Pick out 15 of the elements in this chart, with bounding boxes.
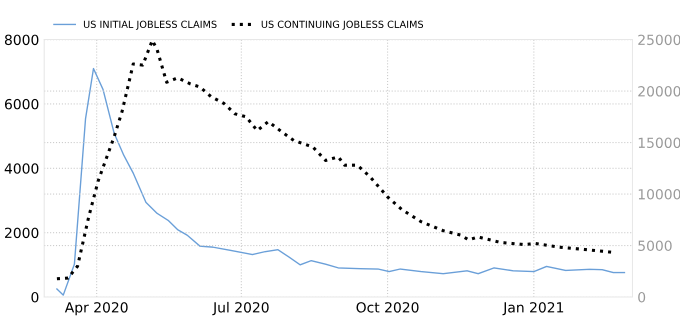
x-tick-label: Jan 2021 xyxy=(502,302,564,316)
y2-tick-label: 5000 xyxy=(638,240,672,251)
line-series xyxy=(56,68,626,296)
legend-label: US INITIAL JOBLESS CLAIMS xyxy=(84,20,217,30)
y-tick-label: 8000 xyxy=(4,34,38,46)
y-tick-label: 2000 xyxy=(5,228,38,238)
legend-label: US CONTINUING JOBLESS CLAIMS xyxy=(262,20,424,30)
y2-tick-label: 0 xyxy=(638,292,646,302)
y-tick-label: 4000 xyxy=(4,163,38,174)
x-tick-label: Oct 2020 xyxy=(356,302,419,313)
x-tick-label: Jul 2020 xyxy=(212,302,269,316)
y-tick-label: 6000 xyxy=(4,98,38,110)
y-tick-label: 0 xyxy=(31,292,38,302)
line-series xyxy=(55,40,614,280)
x-tick-label: Apr 2020 xyxy=(64,302,128,316)
